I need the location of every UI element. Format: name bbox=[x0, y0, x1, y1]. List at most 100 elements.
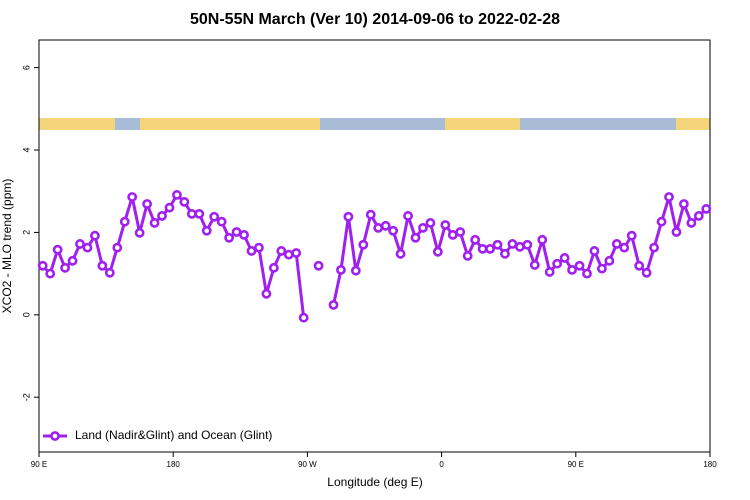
data-point bbox=[477, 243, 488, 254]
data-point bbox=[67, 255, 78, 266]
y-tick-label: 4 bbox=[21, 147, 31, 152]
data-point bbox=[634, 260, 645, 271]
data-point bbox=[380, 220, 391, 231]
data-point bbox=[686, 218, 697, 228]
data-point bbox=[134, 227, 145, 238]
y-tick-label: -2 bbox=[21, 393, 31, 401]
y-tick-label: 0 bbox=[21, 312, 31, 317]
chart-title: 50N-55N March (Ver 10) 2014-09-06 to 202… bbox=[190, 11, 560, 28]
data-point bbox=[403, 211, 413, 221]
data-point bbox=[313, 260, 324, 271]
data-point bbox=[462, 250, 473, 261]
data-point bbox=[365, 209, 376, 220]
data-point bbox=[164, 202, 175, 213]
data-point bbox=[291, 248, 302, 258]
data-point bbox=[507, 239, 518, 249]
data-point bbox=[500, 248, 510, 259]
data-point bbox=[97, 260, 108, 271]
data-point bbox=[679, 199, 689, 209]
data-point bbox=[447, 229, 458, 240]
data-point bbox=[455, 227, 466, 237]
data-point bbox=[418, 222, 428, 233]
data-point bbox=[656, 216, 667, 227]
data-point bbox=[254, 242, 264, 253]
data-point bbox=[529, 260, 540, 270]
data-point bbox=[52, 244, 63, 255]
data-point bbox=[112, 242, 123, 253]
map-strip bbox=[39, 118, 710, 130]
data-point bbox=[492, 239, 503, 250]
data-point bbox=[701, 204, 712, 214]
data-point bbox=[231, 227, 242, 237]
data-point bbox=[388, 225, 399, 236]
data-point bbox=[209, 211, 220, 222]
data-point bbox=[298, 312, 309, 323]
data-point bbox=[611, 239, 622, 249]
x-tick-label: 180 bbox=[703, 460, 717, 469]
data-point bbox=[149, 218, 160, 228]
data-point bbox=[373, 222, 384, 233]
data-point bbox=[186, 208, 197, 219]
data-point bbox=[82, 242, 93, 253]
data-point bbox=[522, 239, 533, 250]
data-point bbox=[201, 225, 212, 236]
x-tick-label: 90 W bbox=[298, 460, 317, 469]
data-point bbox=[395, 248, 406, 259]
data-point bbox=[693, 211, 704, 221]
data-point bbox=[172, 190, 182, 200]
data-point bbox=[619, 242, 630, 253]
data-point bbox=[552, 258, 563, 269]
y-tick-label: 2 bbox=[21, 230, 31, 235]
data-point bbox=[142, 199, 153, 209]
data-point bbox=[574, 260, 585, 271]
data-point bbox=[410, 232, 421, 243]
data-point bbox=[544, 267, 555, 277]
data-point bbox=[514, 241, 525, 252]
data-point bbox=[582, 268, 592, 279]
data-point bbox=[246, 246, 257, 256]
legend-label: Land (Nadir&Glint) and Ocean (Glint) bbox=[75, 428, 272, 442]
data-point bbox=[485, 243, 495, 254]
data-point bbox=[328, 300, 339, 310]
data-point bbox=[596, 263, 607, 274]
data-point bbox=[537, 234, 548, 245]
data-point bbox=[276, 246, 287, 256]
data-point bbox=[559, 253, 570, 263]
data-point bbox=[350, 265, 361, 276]
y-axis-title: XCO2 - MLO trend (ppm) bbox=[0, 179, 14, 314]
data-point bbox=[589, 246, 600, 256]
data-point bbox=[224, 232, 235, 243]
y-tick-label: 6 bbox=[21, 65, 31, 70]
data-point bbox=[440, 220, 451, 230]
data-point bbox=[90, 230, 100, 241]
data-point bbox=[194, 208, 205, 219]
data-point bbox=[425, 218, 436, 228]
data-point bbox=[567, 264, 577, 275]
data-point bbox=[641, 267, 652, 278]
data-point bbox=[239, 229, 249, 240]
data-point bbox=[336, 264, 346, 275]
legend-marker bbox=[50, 431, 60, 441]
data-point bbox=[343, 211, 354, 222]
data-point bbox=[604, 255, 615, 266]
data-point bbox=[268, 262, 279, 273]
data-point bbox=[432, 246, 443, 257]
x-tick-label: 180 bbox=[167, 460, 181, 469]
data-point bbox=[626, 230, 637, 241]
data-point bbox=[119, 216, 130, 227]
data-point bbox=[179, 197, 190, 207]
data-point bbox=[358, 239, 369, 250]
x-tick-label: 0 bbox=[439, 460, 444, 469]
data-point bbox=[45, 268, 56, 279]
data-point bbox=[216, 216, 227, 227]
data-point bbox=[649, 242, 659, 253]
data-point bbox=[127, 192, 138, 202]
data-point bbox=[283, 249, 294, 260]
x-tick-label: 90 E bbox=[568, 460, 584, 469]
data-point bbox=[671, 227, 682, 237]
data-point bbox=[261, 288, 272, 299]
x-tick-label: 90 E bbox=[31, 460, 47, 469]
data-point bbox=[664, 192, 674, 202]
x-axis-title: Longitude (deg E) bbox=[327, 475, 422, 489]
